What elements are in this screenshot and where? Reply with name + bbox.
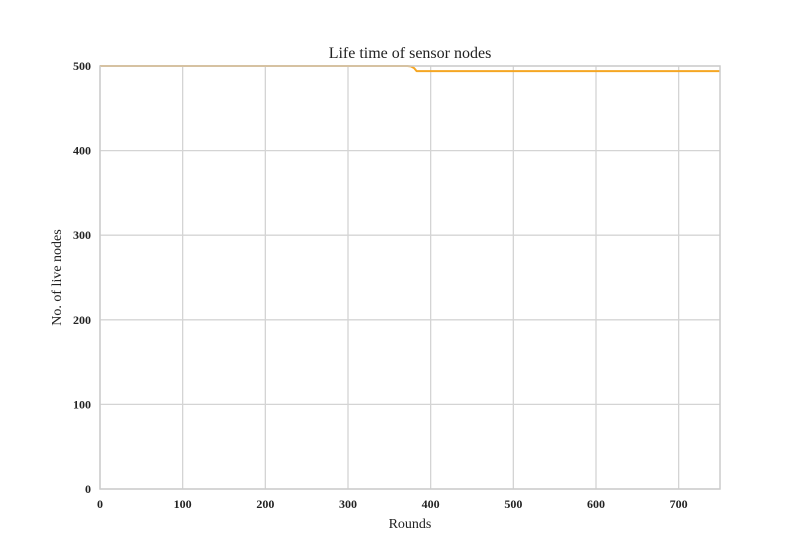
x-tick-label: 200 xyxy=(256,497,274,511)
x-tick-labels: 0 100 200 300 400 500 600 700 xyxy=(97,497,688,511)
series-line-0 xyxy=(100,65,720,73)
x-tick-label: 600 xyxy=(587,497,605,511)
x-tick-label: 700 xyxy=(670,497,688,511)
chart-title: Life time of sensor nodes xyxy=(329,45,492,62)
y-tick-label: 0 xyxy=(85,482,91,496)
x-tick-label: 100 xyxy=(174,497,192,511)
x-tick-label: 500 xyxy=(504,497,522,511)
y-axis-label: No. of live nodes xyxy=(50,229,65,325)
y-tick-labels: 0 100 200 300 400 500 xyxy=(73,59,91,496)
y-tick-label: 200 xyxy=(73,313,91,327)
plot-frame xyxy=(99,65,721,490)
x-axis-label: Rounds xyxy=(389,517,432,532)
y-tick-label: 400 xyxy=(73,144,91,158)
x-tick-label: 300 xyxy=(339,497,357,511)
grid xyxy=(99,65,720,490)
series-layer xyxy=(100,65,720,73)
y-tick-label: 500 xyxy=(73,59,91,73)
y-tick-label: 100 xyxy=(73,397,91,411)
y-tick-label: 300 xyxy=(73,228,91,242)
x-tick-label: 0 xyxy=(97,497,103,511)
x-tick-label: 400 xyxy=(422,497,440,511)
